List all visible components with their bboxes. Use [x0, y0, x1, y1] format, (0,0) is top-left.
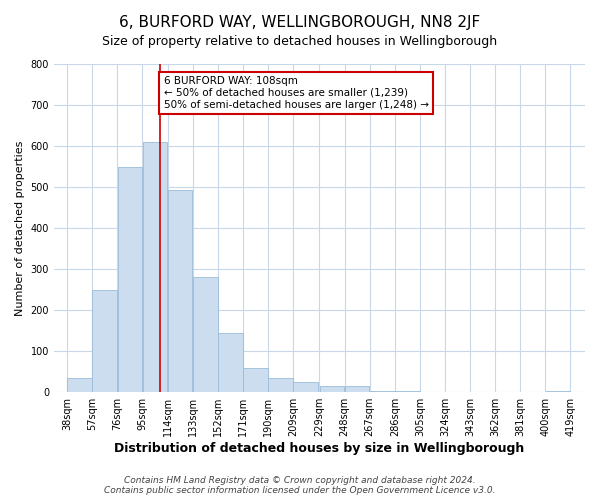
- Text: 6 BURFORD WAY: 108sqm
← 50% of detached houses are smaller (1,239)
50% of semi-d: 6 BURFORD WAY: 108sqm ← 50% of detached …: [164, 76, 428, 110]
- Bar: [320, 386, 344, 392]
- Bar: [345, 386, 370, 392]
- Bar: [92, 290, 117, 392]
- Bar: [118, 168, 142, 392]
- Bar: [143, 142, 167, 392]
- Bar: [67, 378, 92, 392]
- Bar: [218, 332, 242, 392]
- Text: Size of property relative to detached houses in Wellingborough: Size of property relative to detached ho…: [103, 35, 497, 48]
- Bar: [243, 368, 268, 392]
- X-axis label: Distribution of detached houses by size in Wellingborough: Distribution of detached houses by size …: [115, 442, 524, 455]
- Bar: [370, 391, 395, 392]
- Bar: [168, 190, 193, 392]
- Y-axis label: Number of detached properties: Number of detached properties: [15, 140, 25, 316]
- Text: Contains HM Land Registry data © Crown copyright and database right 2024.
Contai: Contains HM Land Registry data © Crown c…: [104, 476, 496, 495]
- Bar: [268, 378, 293, 392]
- Bar: [293, 382, 318, 392]
- Bar: [545, 391, 570, 392]
- Text: 6, BURFORD WAY, WELLINGBOROUGH, NN8 2JF: 6, BURFORD WAY, WELLINGBOROUGH, NN8 2JF: [119, 15, 481, 30]
- Bar: [193, 278, 218, 392]
